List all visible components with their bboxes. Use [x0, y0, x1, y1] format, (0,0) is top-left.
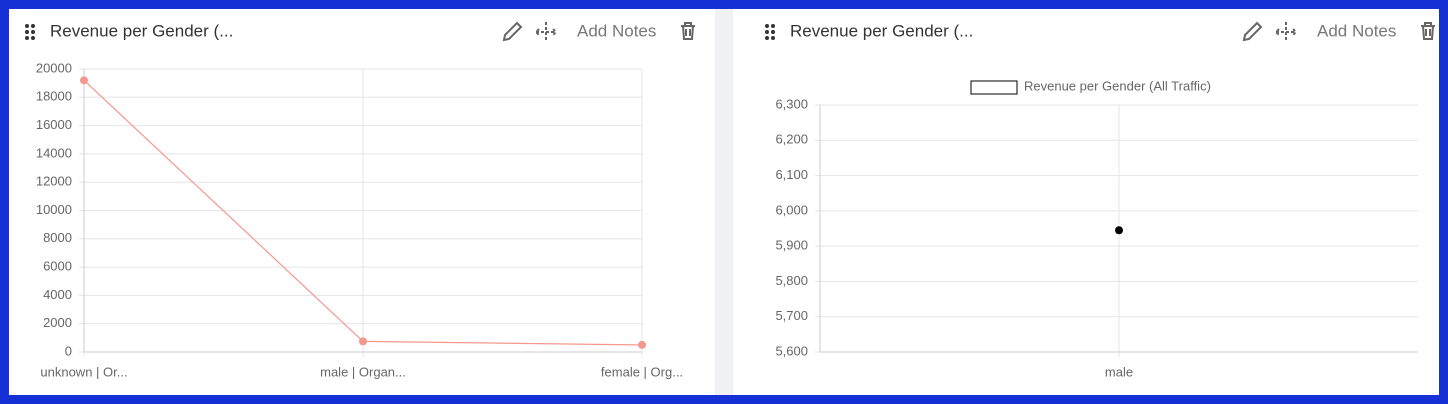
y-tick-label: 5,900: [775, 238, 808, 253]
widget-title: Revenue per Gender (...: [50, 21, 233, 40]
edit-icon[interactable]: [1242, 21, 1263, 42]
x-tick-label: male | Organ...: [320, 364, 406, 379]
y-tick-label: 5,600: [775, 343, 808, 358]
drag-handle[interactable]: [25, 24, 35, 40]
edit-icon[interactable]: [502, 21, 523, 42]
legend-label: Revenue per Gender (All Traffic): [1024, 78, 1211, 93]
move-icon[interactable]: [1274, 22, 1298, 42]
point: [359, 337, 367, 346]
add-notes[interactable]: Add Notes: [577, 21, 656, 40]
point: [80, 76, 88, 85]
y-tick-label: 2000: [43, 315, 72, 330]
widget-title: Revenue per Gender (...: [790, 21, 973, 40]
delete-icon[interactable]: [1421, 22, 1435, 40]
add-notes[interactable]: Add Notes: [1317, 21, 1396, 40]
drag-handle[interactable]: [765, 24, 775, 40]
y-tick-label: 6000: [43, 259, 72, 274]
x-tick-label: male: [1105, 364, 1133, 379]
point: [638, 340, 646, 349]
y-tick-label: 6,000: [775, 202, 808, 217]
delete-icon[interactable]: [681, 22, 695, 40]
y-tick-label: 6,200: [775, 132, 808, 147]
y-tick-label: 10000: [36, 202, 72, 217]
y-tick-label: 5,800: [775, 273, 808, 288]
y-tick-label: 8000: [43, 230, 72, 245]
y-tick-label: 0: [65, 343, 72, 358]
point: [1115, 226, 1123, 235]
move-icon[interactable]: [534, 22, 558, 42]
y-tick-label: 18000: [36, 89, 72, 104]
y-tick-label: 12000: [36, 174, 72, 189]
x-tick-label: female | Org...: [601, 364, 683, 379]
widget-panel: [9, 9, 715, 395]
y-tick-label: 16000: [36, 117, 72, 132]
y-tick-label: 20000: [36, 60, 72, 75]
x-tick-label: unknown | Or...: [40, 364, 127, 379]
widget-panel: [733, 9, 1439, 395]
y-tick-label: 5,700: [775, 308, 808, 323]
legend-swatch: [970, 80, 1018, 95]
y-tick-label: 4000: [43, 287, 72, 302]
y-tick-label: 6,300: [775, 96, 808, 111]
y-tick-label: 6,100: [775, 167, 808, 182]
y-tick-label: 14000: [36, 145, 72, 160]
